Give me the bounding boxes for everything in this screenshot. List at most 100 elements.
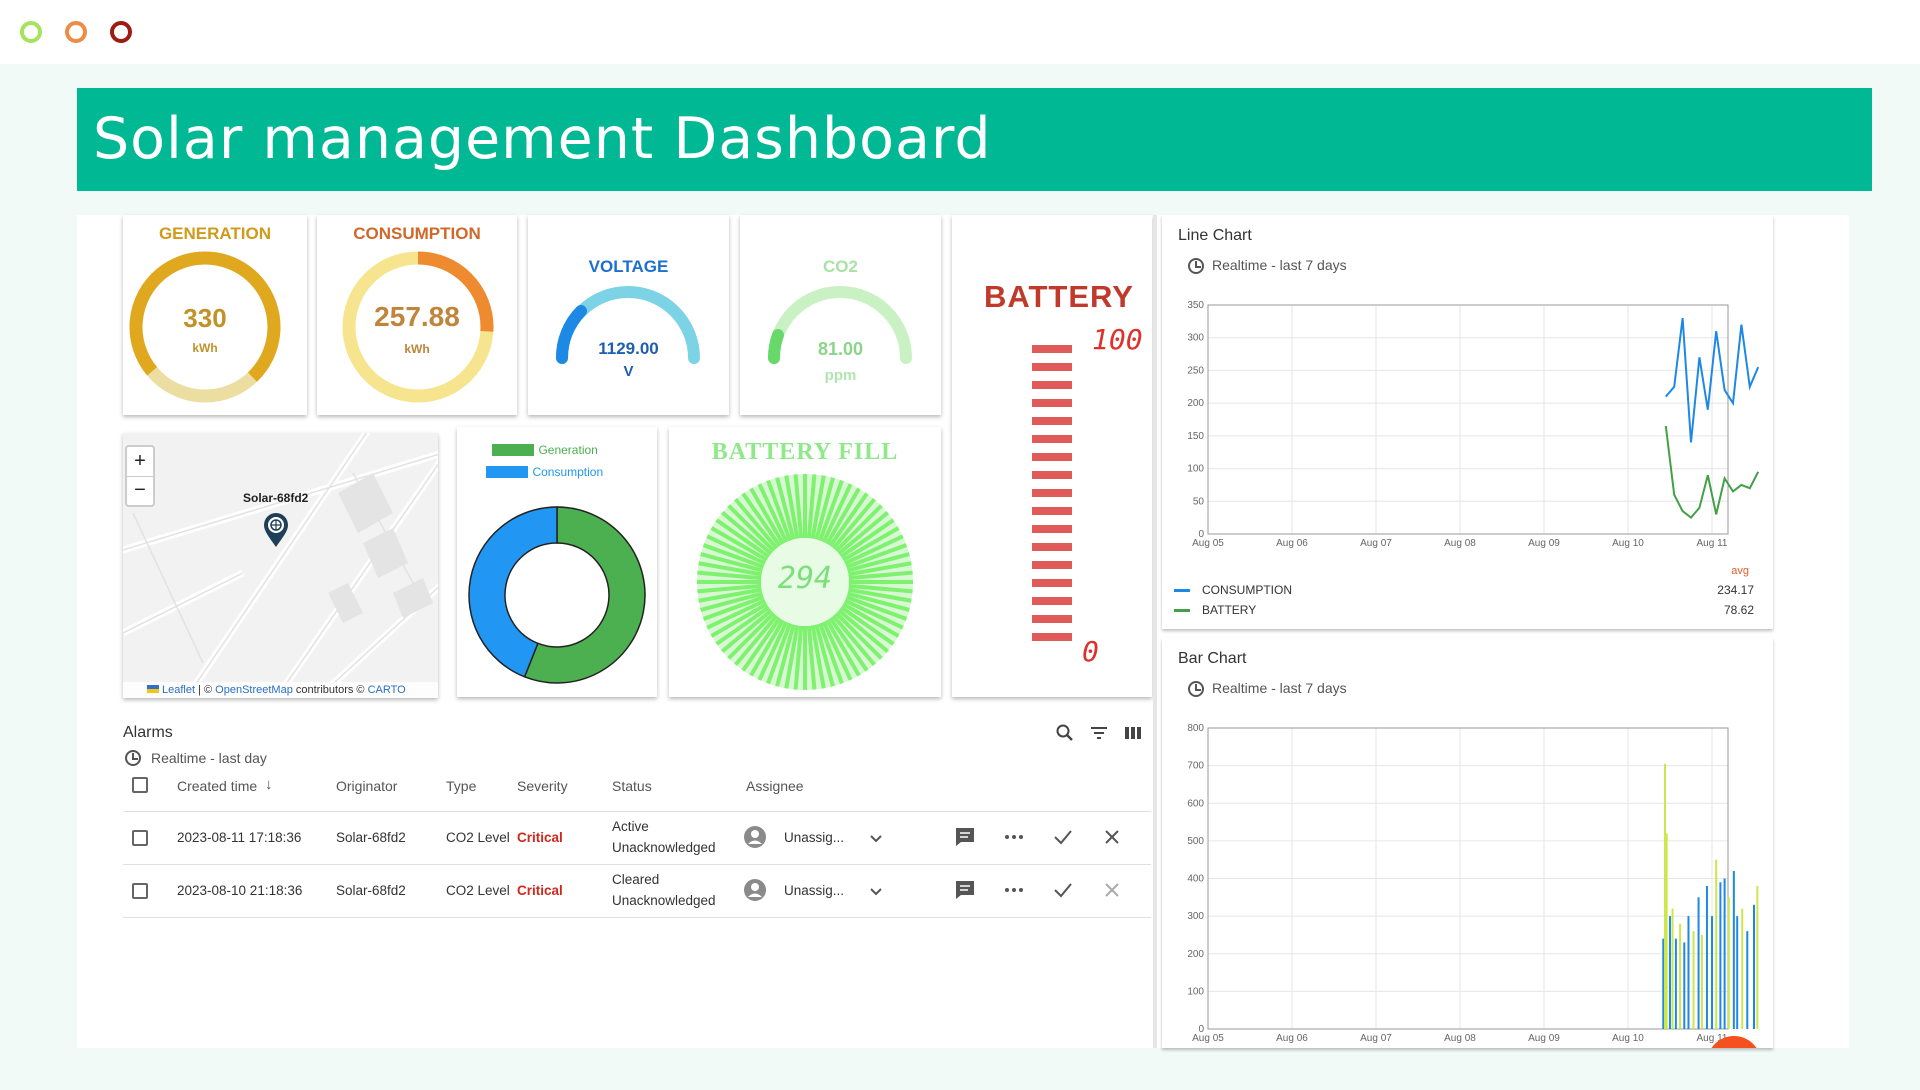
series-line-battery[interactable] bbox=[1664, 425, 1760, 520]
search-icon[interactable] bbox=[1055, 723, 1075, 743]
bar[interactable] bbox=[1665, 833, 1668, 1029]
fab-button[interactable] bbox=[1707, 1036, 1761, 1048]
bar[interactable] bbox=[1705, 886, 1708, 1029]
bar[interactable] bbox=[1679, 923, 1682, 1029]
legend-avg-battery: 78.62 bbox=[1723, 603, 1754, 617]
legend-item-generation[interactable]: Generation bbox=[492, 441, 603, 463]
map-widget[interactable]: + − Solar-68fd2 Leaflet | © OpenStreetMa… bbox=[123, 433, 438, 698]
filter-icon[interactable] bbox=[1089, 723, 1109, 743]
y-tick-label: 700 bbox=[1187, 761, 1204, 772]
bar[interactable] bbox=[1746, 931, 1749, 1029]
acknowledge-icon[interactable] bbox=[1052, 879, 1074, 901]
column-originator[interactable]: Originator bbox=[336, 778, 398, 794]
battery-segment bbox=[1032, 507, 1072, 515]
zoom-in-button[interactable]: + bbox=[127, 447, 153, 477]
legend-label-generation: Generation bbox=[538, 442, 598, 457]
y-tick-label: 100 bbox=[1187, 986, 1204, 997]
row-checkbox[interactable] bbox=[132, 830, 148, 846]
bar[interactable] bbox=[1741, 908, 1744, 1029]
consumption-gauge bbox=[342, 251, 494, 403]
bar[interactable] bbox=[1697, 897, 1700, 1029]
fill-ray bbox=[814, 477, 835, 541]
bar[interactable] bbox=[1687, 916, 1690, 1029]
more-icon[interactable] bbox=[1003, 826, 1025, 848]
avatar-icon bbox=[744, 826, 766, 848]
bar[interactable] bbox=[1756, 886, 1759, 1029]
bar[interactable] bbox=[1727, 897, 1730, 1029]
legend-label-consumption: CONSUMPTION bbox=[1202, 583, 1292, 597]
more-icon[interactable] bbox=[1003, 879, 1025, 901]
assignee-cell[interactable]: Unassig... bbox=[784, 830, 845, 845]
fill-ray bbox=[831, 497, 876, 550]
maximize-button[interactable] bbox=[65, 21, 87, 43]
bar-chart-plot[interactable]: 0 100 200 300 400 500 600 700 800 Aug 05 Aug 06 Aug… bbox=[1162, 713, 1773, 1043]
fill-ray bbox=[839, 605, 895, 646]
comment-icon[interactable] bbox=[954, 879, 976, 901]
y-tick-label: 50 bbox=[1193, 496, 1205, 507]
close-button[interactable] bbox=[110, 21, 132, 43]
bar[interactable] bbox=[1736, 916, 1739, 1029]
fill-ray bbox=[697, 570, 762, 581]
bar[interactable] bbox=[1674, 938, 1677, 1029]
fill-ray bbox=[775, 623, 796, 687]
select-all-checkbox[interactable] bbox=[132, 777, 148, 793]
sort-down-icon[interactable]: ↓ bbox=[265, 776, 273, 793]
legend-item-consumption[interactable]: Consumption bbox=[486, 463, 603, 485]
column-divider bbox=[1153, 215, 1157, 1048]
carto-link[interactable]: CARTO bbox=[367, 684, 406, 696]
battery-segment bbox=[1032, 615, 1072, 623]
zoom-out-button[interactable]: − bbox=[134, 479, 146, 501]
bar[interactable] bbox=[1723, 878, 1726, 1030]
table-row[interactable]: 2023-08-11 17:18:36 Solar-68fd2 CO2 Leve… bbox=[123, 812, 1151, 864]
bar[interactable] bbox=[1669, 916, 1671, 1029]
legend-row-battery[interactable]: BATTERY 78.62 bbox=[1174, 601, 1754, 619]
bar[interactable] bbox=[1719, 882, 1722, 1029]
series-line-consumption[interactable] bbox=[1665, 317, 1760, 443]
bar[interactable] bbox=[1662, 938, 1665, 1029]
comment-icon[interactable] bbox=[954, 826, 976, 848]
battery-segment bbox=[1032, 363, 1072, 371]
column-severity[interactable]: Severity bbox=[517, 778, 568, 794]
row-checkbox[interactable] bbox=[132, 883, 148, 899]
type-cell: CO2 Level bbox=[446, 883, 510, 898]
chevron-down-icon[interactable] bbox=[868, 831, 884, 847]
bar[interactable] bbox=[1732, 870, 1735, 1029]
bar[interactable] bbox=[1692, 931, 1695, 1029]
bar[interactable] bbox=[1683, 942, 1686, 1029]
consumption-value: 257.88 bbox=[374, 301, 460, 332]
zoom-control: + − bbox=[125, 445, 155, 507]
table-row[interactable]: 2023-08-10 21:18:36 Solar-68fd2 CO2 Leve… bbox=[123, 865, 1151, 917]
bar[interactable] bbox=[1700, 934, 1703, 1029]
fill-ray bbox=[821, 483, 853, 543]
x-tick-label: Aug 11 bbox=[1697, 538, 1728, 549]
assignee-cell[interactable]: Unassig... bbox=[784, 883, 845, 898]
map-marker-icon[interactable] bbox=[263, 513, 289, 549]
columns-icon[interactable] bbox=[1123, 723, 1143, 743]
legend-row-consumption[interactable]: CONSUMPTION 234.17 bbox=[1174, 581, 1754, 599]
column-status[interactable]: Status bbox=[612, 778, 652, 794]
minimize-button[interactable] bbox=[20, 21, 42, 43]
clear-icon[interactable] bbox=[1101, 879, 1123, 901]
y-tick-label: 100 bbox=[1187, 464, 1204, 475]
bar[interactable] bbox=[1671, 908, 1674, 1029]
bar[interactable] bbox=[1663, 763, 1666, 1029]
line-chart-plot[interactable]: 0 50 100 150 200 250 300 350 Aug 05 Aug 06 Aug 07 A… bbox=[1162, 290, 1773, 590]
column-created-time[interactable]: Created time bbox=[177, 778, 258, 794]
donut-chart[interactable] bbox=[457, 495, 657, 695]
column-type[interactable]: Type bbox=[446, 778, 477, 794]
y-tick-label: 400 bbox=[1187, 874, 1204, 885]
battery-segment bbox=[1032, 417, 1072, 425]
acknowledge-icon[interactable] bbox=[1052, 826, 1074, 848]
bar-chart-subtitle: Realtime - last 7 days bbox=[1212, 680, 1347, 696]
chevron-down-icon[interactable] bbox=[868, 884, 884, 900]
leaflet-link[interactable]: Leaflet bbox=[162, 684, 196, 696]
bar[interactable] bbox=[1711, 916, 1713, 1029]
bar[interactable] bbox=[1715, 859, 1718, 1029]
bar[interactable] bbox=[1753, 904, 1755, 1029]
donut-slice-consumption[interactable] bbox=[468, 506, 558, 678]
clear-icon[interactable] bbox=[1101, 826, 1123, 848]
column-assignee[interactable]: Assignee bbox=[746, 778, 804, 794]
fill-ray bbox=[698, 587, 763, 603]
donut-slice-generation[interactable] bbox=[523, 506, 646, 684]
osm-link[interactable]: OpenStreetMap bbox=[215, 684, 293, 696]
